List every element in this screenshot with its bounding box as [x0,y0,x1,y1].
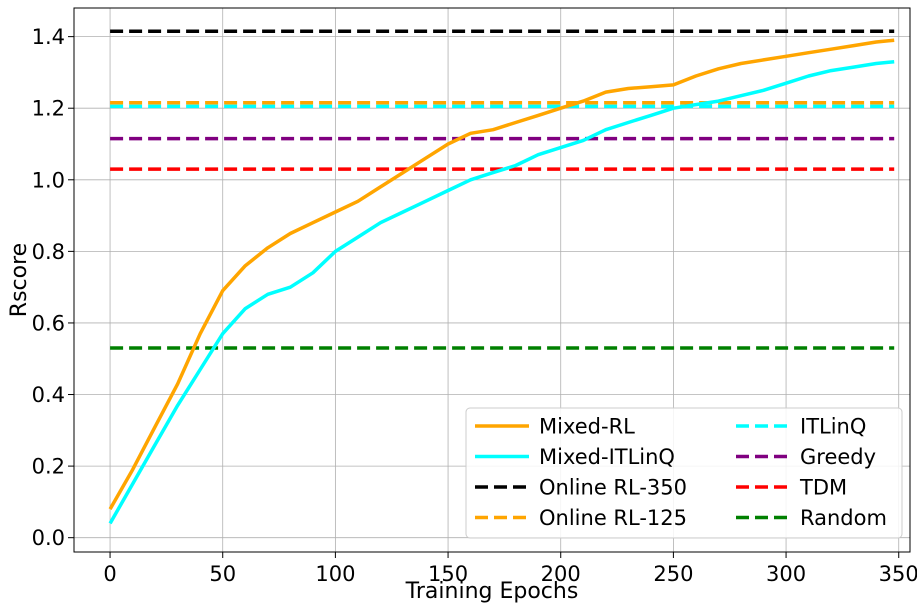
x-tick-label: 0 [103,562,116,586]
legend: Mixed-RL Mixed-ITLinQ Online RL-350 Online … [465,407,903,539]
y-tick-label: 0.4 [32,383,65,407]
axis-ticks: 0 50 100 150 200 250 300 350 0.0 0.2 0.4 0.6 0.8 1.0 1… [32,25,917,586]
legend-label: Mixed-ITLinQ [539,445,675,469]
x-tick-label: 150 [428,562,468,586]
y-tick-label: 1.0 [32,168,65,192]
legend-label: TDM [799,476,847,500]
legend-label: Greedy [800,445,876,469]
y-axis-title: Rscore [7,243,32,317]
legend-label: Online RL-125 [539,506,687,530]
legend-label: Random [800,506,887,530]
legend-label: Online RL-350 [539,476,687,500]
x-tick-label: 250 [653,562,693,586]
x-tick-label: 300 [766,562,806,586]
legend-label: Mixed-RL [539,415,635,439]
y-tick-label: 1.4 [32,25,65,49]
x-tick-label: 50 [209,562,236,586]
plot-area-frame [73,7,911,553]
series-line-mixed-rl [108,38,895,510]
x-tick-label: 200 [541,562,581,586]
legend-label: ITLinQ [800,415,866,439]
y-tick-label: 0.2 [32,455,65,479]
y-tick-label: 0.6 [32,311,65,335]
legend-box [465,407,903,539]
grid [74,8,910,552]
x-tick-label: 350 [879,562,917,586]
series-lines [108,29,895,525]
y-tick-label: 1.2 [32,97,65,121]
y-tick-label: 0.0 [32,526,65,550]
series-line-mixed-itlinq [108,59,895,525]
x-axis-title: Training Epochs [405,579,579,604]
y-tick-label: 0.8 [32,240,65,264]
x-tick-label: 100 [315,562,355,586]
